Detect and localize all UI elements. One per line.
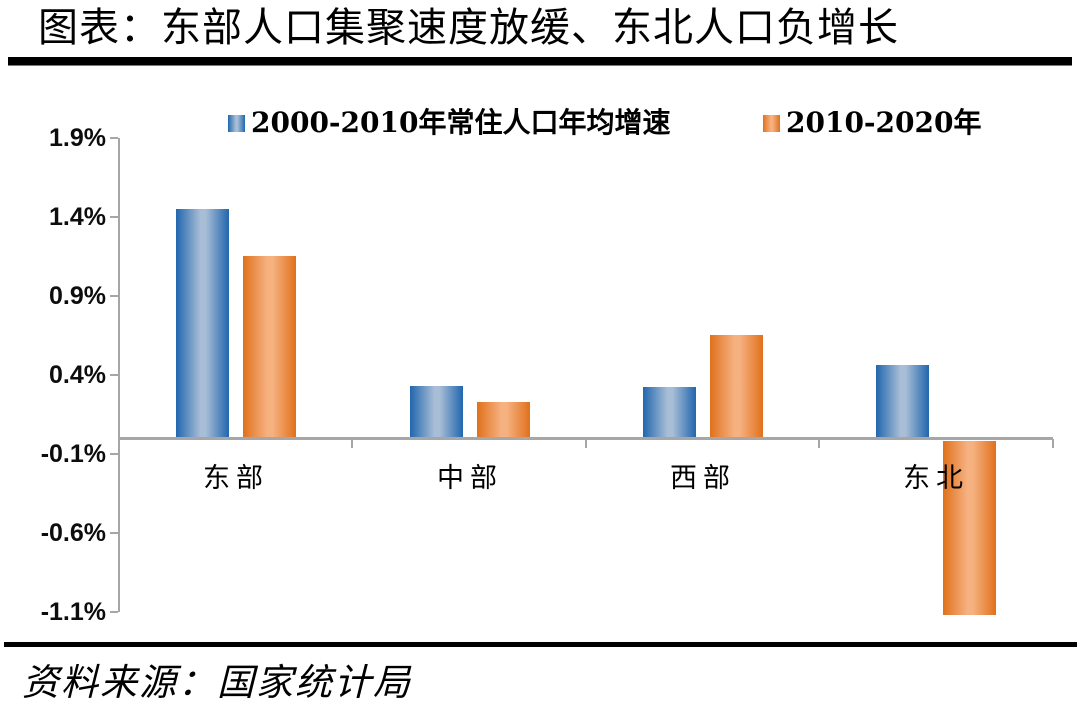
legend-item-2000-2010: 2000-2010年常住人口年均增速 bbox=[228, 104, 670, 142]
x-axis-tick bbox=[1052, 439, 1054, 448]
legend-label-2010-2020: 2010-2020年 bbox=[786, 106, 982, 139]
y-axis-line bbox=[118, 137, 120, 612]
y-axis-label: 1.9% bbox=[49, 123, 106, 152]
y-axis-label: 1.4% bbox=[49, 202, 106, 231]
y-axis-tick bbox=[110, 136, 118, 139]
x-axis-tick bbox=[585, 439, 587, 448]
legend-label-2000-2010: 2000-2010年常住人口年均增速 bbox=[251, 106, 671, 139]
legend-item-2010-2020: 2010-2020年 bbox=[763, 104, 981, 142]
y-axis-tick bbox=[110, 215, 118, 218]
x-axis-tick bbox=[818, 439, 820, 448]
y-axis-tick bbox=[110, 531, 118, 534]
category-label-东部: 东部 bbox=[203, 463, 269, 494]
bar-东北-series1 bbox=[876, 365, 929, 438]
bar-中部-series2 bbox=[477, 402, 530, 438]
bar-中部-series1 bbox=[410, 386, 463, 438]
y-axis-label: 0.4% bbox=[49, 360, 106, 389]
x-axis-line bbox=[118, 437, 1053, 440]
category-label-西部: 西部 bbox=[670, 463, 736, 494]
bar-东部-series1 bbox=[176, 209, 229, 438]
legend-swatch-orange-icon bbox=[763, 114, 780, 132]
source-note: 资料来源：国家统计局 bbox=[22, 661, 412, 704]
y-axis-label: 0.9% bbox=[49, 281, 106, 310]
chart-legend: 2000-2010年常住人口年均增速 2010-2020年 bbox=[0, 104, 1080, 142]
y-axis-tick bbox=[110, 610, 118, 613]
legend-swatch-blue-icon bbox=[228, 114, 245, 132]
chart-title: 图表：东部人口集聚速度放缓、东北人口负增长 bbox=[38, 5, 899, 51]
bar-东部-series2 bbox=[243, 256, 296, 438]
category-label-中部: 中部 bbox=[437, 463, 503, 494]
y-axis-label: -0.1% bbox=[40, 439, 106, 468]
bar-西部-series1 bbox=[643, 387, 696, 438]
y-axis-label: -0.6% bbox=[40, 518, 106, 547]
bar-西部-series2 bbox=[710, 335, 763, 438]
bar-东北-series2 bbox=[943, 441, 996, 615]
bottom-divider-rule bbox=[4, 642, 1077, 647]
x-axis-tick bbox=[351, 439, 353, 448]
top-divider-rule bbox=[8, 57, 1072, 66]
y-axis-label: -1.1% bbox=[40, 597, 106, 626]
category-label-东北: 东北 bbox=[903, 463, 969, 494]
y-axis-tick bbox=[110, 452, 118, 455]
y-axis-tick bbox=[110, 373, 118, 376]
y-axis-tick bbox=[110, 294, 118, 297]
